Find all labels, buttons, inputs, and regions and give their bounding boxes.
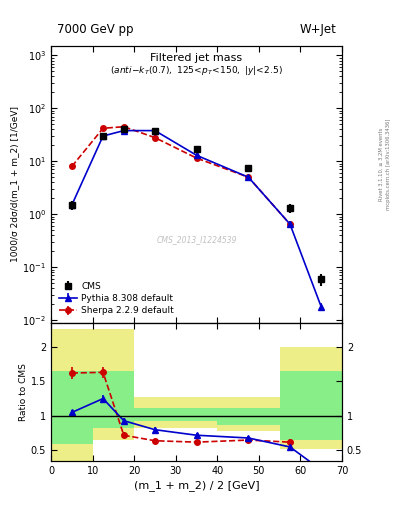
X-axis label: (m_1 + m_2) / 2 [GeV]: (m_1 + m_2) / 2 [GeV] (134, 480, 259, 490)
Text: Rivet 3.1.10, ≥ 3.2M events: Rivet 3.1.10, ≥ 3.2M events (379, 127, 384, 201)
Text: mcplots.cern.ch [arXiv:1306.3436]: mcplots.cern.ch [arXiv:1306.3436] (386, 118, 391, 209)
Text: CMS_2013_I1224539: CMS_2013_I1224539 (156, 235, 237, 244)
Y-axis label: 1000/σ 2dσ/d(m_1 + m_2) [1/GeV]: 1000/σ 2dσ/d(m_1 + m_2) [1/GeV] (11, 106, 20, 262)
Text: W+Jet: W+Jet (299, 24, 336, 36)
Text: $(anti\!-\!k_T(0.7),\ 125\!<\!p_T\!<\!150,\ |y|\!<\!2.5)$: $(anti\!-\!k_T(0.7),\ 125\!<\!p_T\!<\!15… (110, 64, 283, 77)
Y-axis label: Ratio to CMS: Ratio to CMS (19, 362, 28, 421)
Text: 7000 GeV pp: 7000 GeV pp (57, 24, 133, 36)
Text: Filtered jet mass: Filtered jet mass (151, 53, 242, 63)
Legend: CMS, Pythia 8.308 default, Sherpa 2.2.9 default: CMS, Pythia 8.308 default, Sherpa 2.2.9 … (57, 280, 176, 317)
